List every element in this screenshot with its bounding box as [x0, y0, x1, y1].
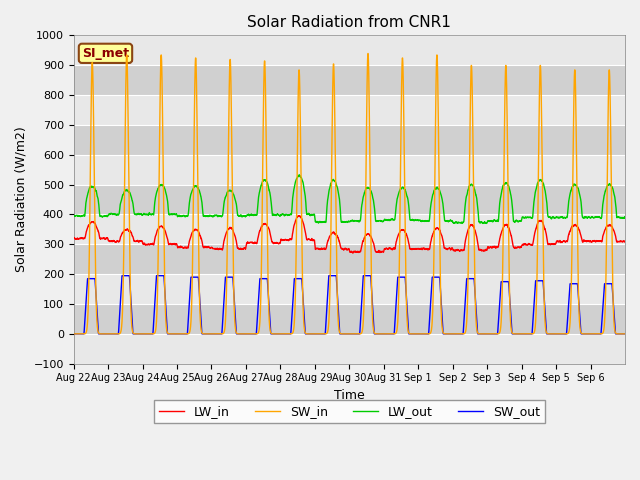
SW_in	[97, 331, 105, 337]
LW_in	[70, 235, 77, 240]
LW_in	[542, 230, 550, 236]
SW_in	[542, 328, 550, 334]
LW_out	[528, 215, 536, 221]
Y-axis label: Solar Radiation (W/m2): Solar Radiation (W/m2)	[15, 127, 28, 273]
Bar	[74, 36, 625, 65]
Bar	[74, 334, 625, 364]
SW_out	[399, 274, 407, 280]
Text: SI_met: SI_met	[82, 47, 129, 60]
LW_out	[370, 200, 378, 205]
Bar	[74, 95, 625, 125]
SW_in	[370, 329, 378, 335]
Bar	[74, 65, 625, 95]
LW_out	[621, 214, 629, 220]
LW_in	[399, 227, 407, 233]
SW_out	[70, 331, 77, 337]
SW_out	[621, 331, 629, 337]
Bar	[74, 155, 625, 185]
Bar	[74, 274, 625, 304]
LW_in	[501, 222, 509, 228]
LW_in	[621, 239, 629, 245]
Line: LW_in: LW_in	[74, 216, 625, 253]
SW_out	[542, 322, 550, 327]
LW_in	[184, 245, 192, 251]
Bar	[74, 304, 625, 334]
Bar	[74, 125, 625, 155]
SW_in	[621, 331, 629, 337]
LW_in	[370, 242, 378, 248]
LW_out	[295, 172, 303, 178]
SW_in	[501, 107, 509, 112]
SW_in	[70, 331, 77, 337]
LW_in	[528, 242, 536, 248]
Title: Solar Radiation from CNR1: Solar Radiation from CNR1	[248, 15, 451, 30]
SW_in	[528, 331, 536, 337]
SW_out	[370, 324, 378, 330]
Line: SW_out: SW_out	[74, 276, 625, 334]
SW_in	[364, 50, 372, 56]
Bar	[74, 244, 625, 274]
X-axis label: Time: Time	[334, 389, 365, 402]
LW_out	[184, 213, 192, 219]
Line: LW_out: LW_out	[74, 175, 625, 223]
LW_out	[479, 220, 487, 226]
LW_in	[349, 250, 357, 256]
SW_out	[528, 331, 536, 337]
Bar	[74, 215, 625, 244]
Bar	[74, 185, 625, 215]
Legend: LW_in, SW_in, LW_out, SW_out: LW_in, SW_in, LW_out, SW_out	[154, 400, 545, 423]
SW_out	[184, 322, 192, 328]
SW_in	[184, 331, 192, 336]
LW_out	[70, 214, 77, 219]
LW_in	[296, 213, 303, 218]
SW_out	[360, 273, 367, 278]
LW_out	[501, 181, 509, 187]
Line: SW_in: SW_in	[74, 53, 625, 334]
LW_out	[542, 194, 550, 200]
LW_out	[399, 185, 407, 191]
SW_in	[399, 92, 407, 98]
SW_out	[500, 279, 508, 285]
